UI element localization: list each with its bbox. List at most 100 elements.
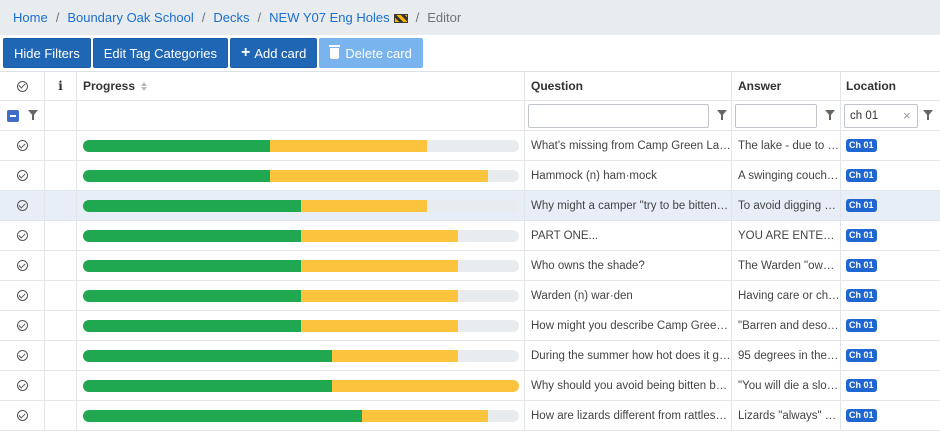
breadcrumb-deck[interactable]: NEW Y07 Eng Holes (269, 10, 408, 25)
row-select-cell[interactable] (0, 221, 45, 250)
row-info-cell (45, 221, 77, 250)
row-info-cell (45, 191, 77, 220)
deselect-all-checkbox[interactable] (6, 109, 19, 122)
progress-learning (301, 230, 458, 242)
hide-filters-button[interactable]: Hide Filters (3, 38, 91, 68)
progress-learning (270, 170, 489, 182)
header-select[interactable] (0, 72, 45, 100)
table-row[interactable]: Hammock (n) ham·mock A swinging couch or … (0, 161, 940, 191)
row-answer-cell[interactable]: To avoid digging a hole (732, 191, 841, 220)
row-select-cell[interactable] (0, 281, 45, 310)
table-row[interactable]: Why should you avoid being bitten by a y… (0, 371, 940, 401)
row-answer-cell[interactable]: "Barren and desolate" (732, 311, 841, 340)
row-answer-cell[interactable]: A swinging couch or bed (732, 161, 841, 190)
table-row[interactable]: How might you describe Camp Green Lake? "… (0, 311, 940, 341)
progress-bar (83, 260, 519, 272)
row-progress-cell (77, 251, 525, 280)
row-select-cell[interactable] (0, 131, 45, 160)
table-row[interactable]: During the summer how hot does it get at… (0, 341, 940, 371)
progress-known (83, 380, 332, 392)
breadcrumb-decks[interactable]: Decks (213, 10, 250, 25)
add-card-button[interactable]: + Add card (229, 38, 318, 68)
row-question-cell[interactable]: Why might a camper "try to be bitten by … (525, 191, 732, 220)
row-question-cell[interactable]: Warden (n) war·den (525, 281, 732, 310)
location-badge: Ch 01 (846, 169, 877, 182)
row-select-cell[interactable] (0, 251, 45, 280)
breadcrumb-school[interactable]: Boundary Oak School (67, 10, 194, 25)
row-select-cell[interactable] (0, 191, 45, 220)
answer-filter-input[interactable] (735, 103, 817, 128)
row-question-cell[interactable]: Hammock (n) ham·mock (525, 161, 732, 190)
header-progress[interactable]: Progress (77, 72, 525, 100)
row-answer-cell[interactable]: YOU ARE ENTERING CAMP GREEN LAKE (732, 221, 841, 250)
row-location-cell[interactable]: Ch 01 (841, 341, 940, 370)
delete-card-button[interactable]: Delete card (319, 38, 423, 68)
row-info-cell (45, 311, 77, 340)
filter-icon[interactable] (923, 110, 933, 121)
row-location-cell[interactable]: Ch 01 (841, 281, 940, 310)
row-location-cell[interactable]: Ch 01 (841, 251, 940, 280)
row-location-cell[interactable]: Ch 01 (841, 131, 940, 160)
row-select-cell[interactable] (0, 161, 45, 190)
row-location-cell[interactable]: Ch 01 (841, 371, 940, 400)
table-row[interactable]: Why might a camper "try to be bitten by … (0, 191, 940, 221)
header-location[interactable]: Location (846, 79, 896, 93)
row-location-cell[interactable]: Ch 01 (841, 221, 940, 250)
answer-text: A swinging couch or bed (738, 169, 840, 182)
row-question-cell[interactable]: During the summer how hot does it get at… (525, 341, 732, 370)
question-text: How might you describe Camp Green Lake? (531, 319, 731, 332)
question-filter-input[interactable] (528, 103, 709, 128)
filter-icon[interactable] (717, 110, 727, 121)
breadcrumb-home[interactable]: Home (13, 10, 48, 25)
row-answer-cell[interactable]: The lake - due to the drought (732, 131, 841, 160)
filter-icon[interactable] (27, 110, 38, 121)
row-question-cell[interactable]: PART ONE... (525, 221, 732, 250)
location-filter-input[interactable] (844, 103, 918, 128)
table-header: i Progress Question Answer Location (0, 71, 940, 101)
table-row[interactable]: How are lizards different from rattlesna… (0, 401, 940, 431)
table-row[interactable]: Warden (n) war·den Having care or charge … (0, 281, 940, 311)
row-location-cell[interactable]: Ch 01 (841, 161, 940, 190)
row-answer-cell[interactable]: Lizards "always" kill you (732, 401, 841, 430)
header-answer[interactable]: Answer (732, 72, 841, 100)
row-question-cell[interactable]: What's missing from Camp Green Lake? (525, 131, 732, 160)
row-answer-cell[interactable]: The Warden "owns the shade" (732, 251, 841, 280)
filter-location-cell: × (841, 101, 940, 130)
location-badge: Ch 01 (846, 289, 877, 302)
filter-select-cell (0, 101, 45, 130)
row-progress-cell (77, 191, 525, 220)
row-location-cell[interactable]: Ch 01 (841, 191, 940, 220)
construction-icon (393, 14, 408, 23)
edit-tag-categories-button[interactable]: Edit Tag Categories (92, 38, 228, 68)
row-location-cell[interactable]: Ch 01 (841, 311, 940, 340)
progress-known (83, 320, 301, 332)
table-row[interactable]: Who owns the shade? The Warden "owns the … (0, 251, 940, 281)
progress-known (83, 200, 301, 212)
table-row[interactable]: What's missing from Camp Green Lake? The … (0, 131, 940, 161)
row-question-cell[interactable]: How might you describe Camp Green Lake? (525, 311, 732, 340)
row-select-cell[interactable] (0, 371, 45, 400)
table-row[interactable]: PART ONE... YOU ARE ENTERING CAMP GREEN L… (0, 221, 940, 251)
row-question-cell[interactable]: Who owns the shade? (525, 251, 732, 280)
row-answer-cell[interactable]: Having care or charge of something (732, 281, 841, 310)
check-circle-icon (16, 200, 28, 211)
row-select-cell[interactable] (0, 401, 45, 430)
header-question[interactable]: Question (525, 72, 732, 100)
row-select-cell[interactable] (0, 311, 45, 340)
location-badge: Ch 01 (846, 259, 877, 272)
filter-progress-cell (77, 101, 525, 130)
filter-icon[interactable] (825, 110, 835, 121)
row-answer-cell[interactable]: "You will die a slow and painful death" (732, 371, 841, 400)
answer-text: The Warden "owns the shade" (738, 259, 840, 272)
answer-text: 95 degrees in the shade (738, 349, 840, 362)
check-circle-icon (16, 410, 28, 421)
check-circle-icon (16, 260, 28, 271)
clear-icon[interactable]: × (903, 108, 911, 123)
progress-learning (301, 290, 458, 302)
row-select-cell[interactable] (0, 341, 45, 370)
row-location-cell[interactable]: Ch 01 (841, 401, 940, 430)
trash-icon (329, 44, 341, 59)
row-question-cell[interactable]: Why should you avoid being bitten by a y… (525, 371, 732, 400)
row-answer-cell[interactable]: 95 degrees in the shade (732, 341, 841, 370)
row-question-cell[interactable]: How are lizards different from rattlesna… (525, 401, 732, 430)
